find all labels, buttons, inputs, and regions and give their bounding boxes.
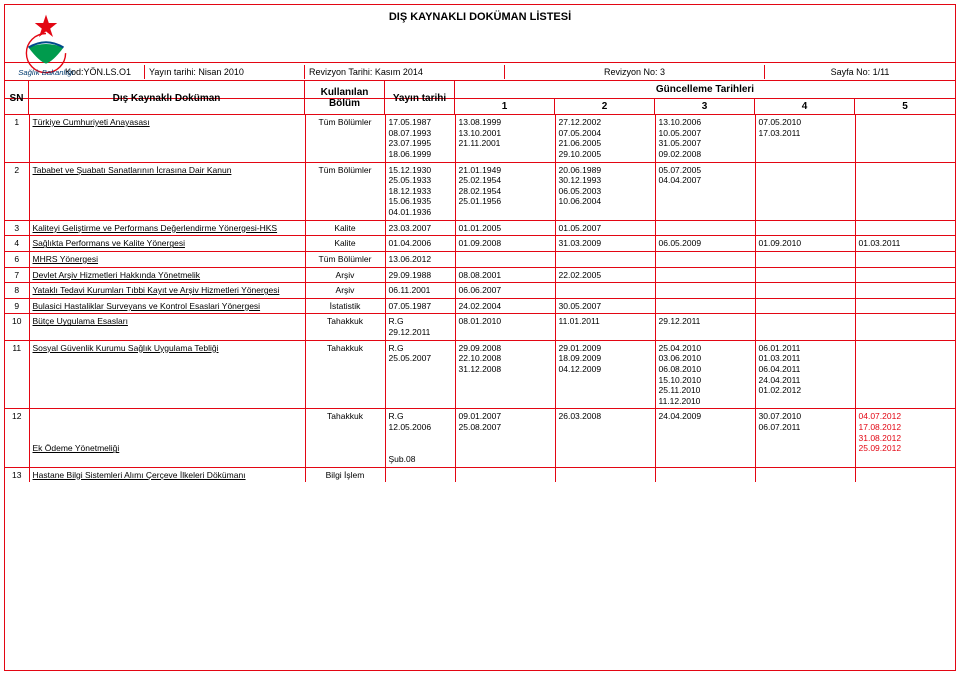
page-frame: Sağlık Bakanlığı DIŞ KAYNAKLI DOKÜMAN Lİ… (4, 4, 956, 671)
table-row: 10Bütçe Uygulama EsaslarıTahakkukR.G 29.… (5, 314, 955, 340)
table-row: 1Türkiye Cumhuriyeti AnayasasıTüm Bölüml… (5, 115, 955, 162)
table-row: 6MHRS YönergesiTüm Bölümler13.06.2012 (5, 251, 955, 267)
table-row: 11Sosyal Güvenlik Kurumu Sağlık Uygulama… (5, 340, 955, 409)
col-g3: 3 (655, 99, 755, 114)
table-header-row-2: 1 2 3 4 5 (5, 99, 955, 115)
col-g2: 2 (555, 99, 655, 114)
col-gt: Güncelleme Tarihleri (455, 81, 955, 98)
table-row: 12 Ek Ödeme YönetmeliğiTahakkukR.G 12.05… (5, 409, 955, 467)
data-table: 1Türkiye Cumhuriyeti AnayasasıTüm Bölüml… (5, 115, 955, 482)
meta-yayin: Yayın tarihi: Nisan 2010 (145, 65, 305, 79)
table-header-row-1: SN Dış Kaynaklı Doküman Kullanılan Bölüm… (5, 81, 955, 99)
meta-sayfa: Sayfa No: 1/11 (765, 65, 955, 79)
svg-text:Sağlık Bakanlığı: Sağlık Bakanlığı (18, 68, 74, 77)
table-row: 13Hastane Bilgi Sistemleri Alımı Çerçeve… (5, 467, 955, 482)
meta-row: Kod:YÖN.LS.O1 Yayın tarihi: Nisan 2010 R… (5, 63, 955, 81)
table-row: 4Sağlıkta Performans ve Kalite Yönergesi… (5, 236, 955, 252)
ministry-logo: Sağlık Bakanlığı (11, 9, 81, 79)
document-title: DIŞ KAYNAKLI DOKÜMAN LİSTESİ (5, 11, 955, 23)
table-row: 2Tababet ve Şuabatı Sanatlarının İcrasın… (5, 162, 955, 220)
col-g4: 4 (755, 99, 855, 114)
table-row: 9Bulasici Hastaliklar Surveyans ve Kontr… (5, 298, 955, 314)
meta-rev-n: Revizyon No: 3 (505, 65, 765, 79)
table-row: 3Kaliteyi Geliştirme ve Performans Değer… (5, 220, 955, 236)
col-g1: 1 (455, 99, 555, 114)
meta-rev-t: Revizyon Tarihi: Kasım 2014 (305, 65, 505, 79)
table-row: 8Yataklı Tedavi Kurumları Tıbbi Kayıt ve… (5, 283, 955, 299)
col-g5: 5 (855, 99, 955, 114)
title-row: DIŞ KAYNAKLI DOKÜMAN LİSTESİ (5, 5, 955, 63)
table-row: 7Devlet Arşiv Hizmetleri Hakkında Yönetm… (5, 267, 955, 283)
